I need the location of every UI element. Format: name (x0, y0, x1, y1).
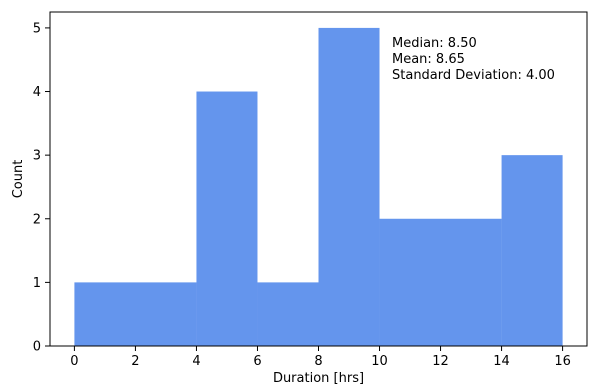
y-axis-label: Count (11, 160, 26, 199)
x-tick-label: 6 (253, 354, 261, 369)
annotation-mean: Mean: 8.65 (392, 52, 465, 67)
histogram-bar (318, 27, 380, 347)
stats-annotation: Median: 8.50 Mean: 8.65 Standard Deviati… (392, 36, 555, 83)
histogram-bar (379, 218, 502, 346)
x-tick-label: 2 (131, 354, 139, 369)
x-tick-label: 4 (192, 354, 200, 369)
y-axis-ticks: 0 1 2 3 4 5 (33, 21, 50, 355)
histogram-bar (501, 155, 563, 346)
annotation-std: Standard Deviation: 4.00 (392, 68, 555, 83)
x-tick-label: 10 (371, 354, 388, 369)
y-tick-label: 4 (33, 85, 41, 100)
x-tick-label: 16 (554, 354, 571, 369)
x-tick-label: 0 (70, 354, 78, 369)
histogram-bar (257, 282, 319, 346)
y-tick-label: 2 (33, 212, 41, 227)
x-tick-label: 14 (493, 354, 510, 369)
histogram-bar (196, 91, 258, 347)
x-tick-label: 8 (314, 354, 322, 369)
histogram-bar (74, 282, 197, 346)
x-tick-label: 12 (432, 354, 449, 369)
y-tick-label: 5 (33, 21, 41, 36)
annotation-median: Median: 8.50 (392, 36, 477, 51)
x-axis-label: Duration [hrs] (273, 371, 364, 386)
bars-group (74, 27, 563, 347)
y-tick-label: 1 (33, 276, 41, 291)
x-axis-ticks: 0 2 4 6 8 10 12 14 16 (70, 346, 571, 369)
y-tick-label: 0 (33, 340, 41, 355)
y-tick-label: 3 (33, 149, 41, 164)
